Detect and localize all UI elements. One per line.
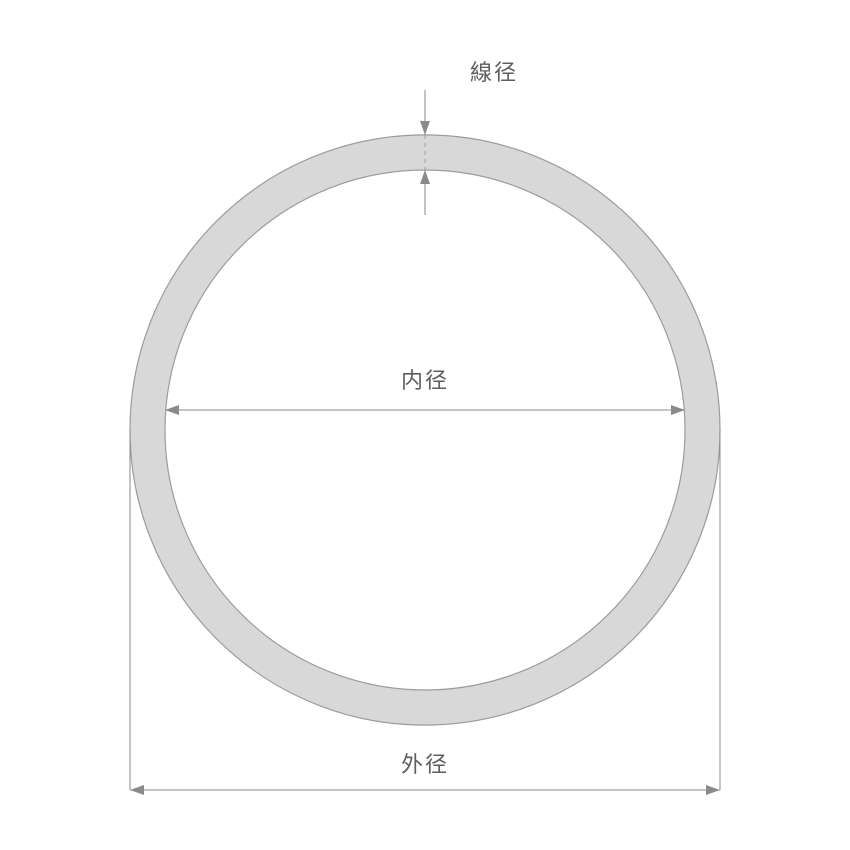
wire-diameter-label: 線径 [470, 60, 518, 85]
ring-shape [130, 135, 720, 725]
arrowhead-right-icon [671, 405, 685, 415]
inner-diameter-label: 内径 [401, 368, 449, 393]
arrowhead-right-icon [706, 785, 720, 795]
inner-diameter-dimension: 内径 [165, 368, 685, 415]
outer-diameter-label: 外径 [401, 752, 449, 777]
arrowhead-left-icon [165, 405, 179, 415]
arrowhead-up-icon [420, 170, 430, 184]
arrowhead-down-icon [420, 121, 430, 135]
ring-dimension-diagram: 内径 外径 線径 [0, 0, 850, 850]
arrowhead-left-icon [130, 785, 144, 795]
